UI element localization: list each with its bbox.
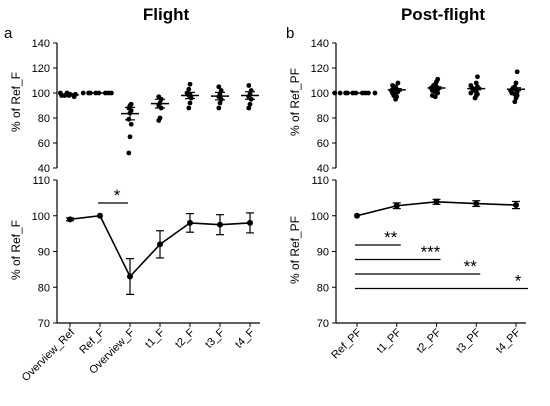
data-point <box>186 105 192 111</box>
line-point <box>513 202 519 209</box>
data-point <box>337 90 343 96</box>
data-point <box>473 80 479 86</box>
data-point <box>514 69 520 75</box>
significance-label: * <box>114 186 121 205</box>
data-point <box>216 105 222 111</box>
data-point <box>157 115 163 121</box>
data-point <box>468 83 474 88</box>
x-tick-label-b: t3_PF <box>454 326 483 355</box>
x-tick-label-a: t2_F <box>173 326 197 350</box>
x-tick-label-b: t2_PF <box>414 326 443 355</box>
y-tick-label-b-bottom: 80 <box>317 282 329 294</box>
data-point <box>246 83 252 88</box>
data-point <box>216 84 222 90</box>
data-point <box>390 83 395 88</box>
data-point <box>156 94 162 100</box>
y-tick-label-b-bottom: 90 <box>317 247 329 259</box>
data-point <box>512 99 518 105</box>
x-tick-label-b: t4_PF <box>494 326 523 355</box>
data-point <box>86 90 91 96</box>
data-point <box>80 90 86 96</box>
data-point <box>372 90 378 96</box>
y-tick-label-a-bottom: 90 <box>38 247 50 259</box>
data-point <box>475 74 480 80</box>
data-point <box>218 88 224 93</box>
ylabel-b-bottom: % of Ref_PF <box>288 216 302 284</box>
line-point <box>157 241 163 248</box>
data-point <box>513 80 519 86</box>
line-point <box>433 198 440 205</box>
y-tick-label-a-top: 120 <box>32 63 50 75</box>
line-point <box>97 212 103 219</box>
y-tick-label-b-top: 60 <box>317 138 329 150</box>
data-point <box>247 101 253 107</box>
y-tick-label-a-top: 140 <box>32 38 50 50</box>
x-tick-label-a: Overview_Ref <box>20 326 78 384</box>
line-point <box>473 200 480 207</box>
data-point <box>332 90 338 96</box>
ylabel-a-top: % of Ref_F <box>9 72 23 132</box>
data-point <box>127 134 133 140</box>
panel-title-postflight: Post-flight <box>401 5 485 24</box>
y-tick-label-b-top: 40 <box>317 163 329 175</box>
data-point <box>435 76 441 82</box>
data-point <box>366 90 371 96</box>
data-point <box>186 86 192 92</box>
x-tick-label-a: t3_F <box>203 326 227 350</box>
data-point <box>429 93 435 98</box>
y-tick-label-a-bottom: 70 <box>38 318 50 330</box>
plots-layer: 40 60 80 100 120 140 70 80 90 100 110 Overview_Ref R… <box>20 38 528 384</box>
line-point <box>247 219 253 226</box>
data-point <box>217 100 223 106</box>
data-point <box>187 100 193 106</box>
y-tick-label-a-bottom: 80 <box>38 282 50 294</box>
y-tick-label-b-bottom: 70 <box>317 318 329 330</box>
significance-label: ** <box>384 228 398 247</box>
line-point <box>354 212 360 219</box>
y-tick-label-a-bottom: 100 <box>32 211 50 223</box>
y-tick-label-a-bottom: 110 <box>32 175 50 187</box>
line-point <box>127 273 133 280</box>
significance-label: ** <box>464 257 478 276</box>
data-point <box>343 90 348 96</box>
significance-label: *** <box>421 243 441 262</box>
line-point <box>393 202 400 209</box>
data-point <box>128 121 134 127</box>
y-tick-label-b-top: 80 <box>317 113 329 125</box>
ylabel-a-bottom: % of Ref_F <box>9 220 23 280</box>
y-tick-label-a-top: 80 <box>38 113 50 125</box>
x-tick-label-b: Ref_PF <box>329 326 364 361</box>
y-tick-label-b-top: 140 <box>311 38 329 50</box>
y-tick-label-b-bottom: 100 <box>311 211 329 223</box>
data-point <box>246 105 252 111</box>
line-point <box>67 216 73 223</box>
panel-letter-a: a <box>4 25 13 42</box>
panel-title-flight: Flight <box>143 5 190 24</box>
data-point <box>109 90 114 96</box>
y-tick-label-b-bottom: 110 <box>311 175 329 187</box>
x-tick-label-a: t4_F <box>233 326 257 350</box>
data-point <box>395 80 401 86</box>
y-tick-label-a-top: 60 <box>38 138 50 150</box>
data-point <box>126 150 132 156</box>
y-tick-label-a-top: 100 <box>32 88 50 100</box>
x-tick-label-b: t1_PF <box>375 326 404 355</box>
line-point <box>187 219 193 226</box>
significance-label: * <box>515 272 522 291</box>
y-tick-label-b-top: 120 <box>311 63 329 75</box>
y-tick-label-a-top: 40 <box>38 163 50 175</box>
panel-letter-b: b <box>286 25 294 42</box>
line-point <box>217 221 223 228</box>
ylabel-b-top: % of Ref_PF <box>288 68 302 136</box>
data-point <box>187 81 193 87</box>
data-point <box>128 101 134 107</box>
x-tick-label-a: t1_F <box>143 326 167 350</box>
y-tick-label-b-top: 100 <box>311 88 329 100</box>
